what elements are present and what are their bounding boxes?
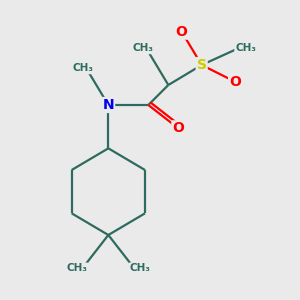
Text: N: N: [103, 98, 114, 112]
Text: CH₃: CH₃: [73, 63, 94, 73]
Text: CH₃: CH₃: [66, 263, 87, 273]
Text: CH₃: CH₃: [235, 43, 256, 53]
Text: S: S: [197, 58, 207, 72]
Text: O: O: [172, 121, 184, 135]
Text: O: O: [176, 25, 188, 39]
Text: CH₃: CH₃: [130, 263, 151, 273]
Text: CH₃: CH₃: [133, 43, 154, 53]
Text: O: O: [229, 75, 241, 89]
